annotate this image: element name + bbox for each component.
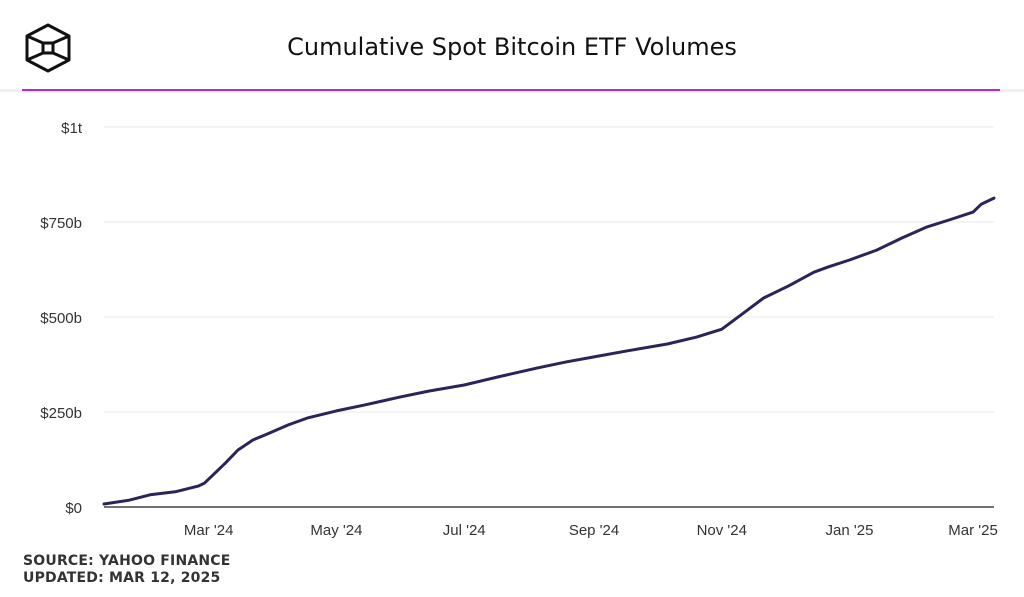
- x-tick-label: Mar '25: [948, 522, 998, 539]
- x-tick-label: Jan '25: [826, 522, 874, 539]
- y-tick-label: $250b: [40, 405, 82, 422]
- x-tick-label: Sep '24: [569, 522, 619, 539]
- updated-note: UPDATED: MAR 12, 2025: [23, 570, 221, 586]
- x-tick-label: May '24: [310, 522, 362, 539]
- cube-logo-icon: [25, 23, 71, 73]
- series-line: [102, 196, 996, 506]
- y-tick-label: $750b: [40, 215, 82, 232]
- footer: SOURCE: YAHOO FINANCE UPDATED: MAR 12, 2…: [23, 553, 231, 587]
- source-note: SOURCE: YAHOO FINANCE: [23, 553, 231, 569]
- header-divider: [22, 89, 1000, 91]
- y-tick-label: $1t: [61, 120, 83, 137]
- chart-title: Cumulative Spot Bitcoin ETF Volumes: [287, 33, 737, 61]
- x-tick-label: Nov '24: [697, 522, 747, 539]
- y-tick-label: $500b: [40, 310, 82, 327]
- y-tick-label: $0: [65, 500, 82, 517]
- x-tick-label: Jul '24: [443, 522, 486, 539]
- x-tick-label: Mar '24: [184, 522, 234, 539]
